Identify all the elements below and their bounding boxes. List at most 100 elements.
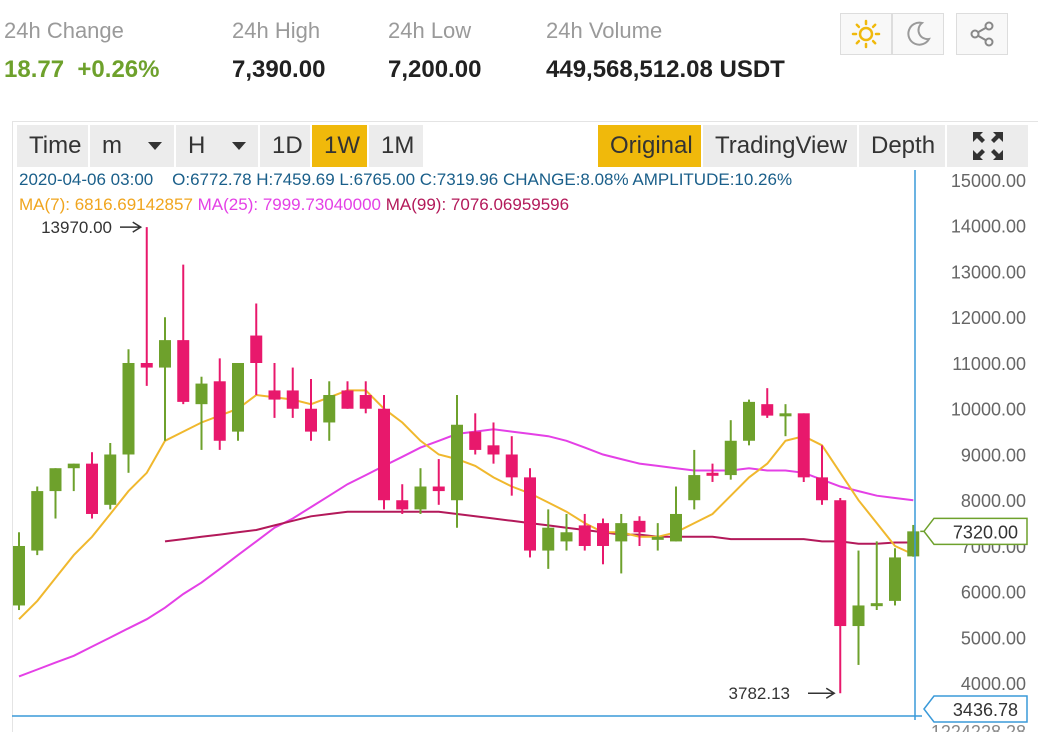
low-label: 24h Low <box>388 18 472 43</box>
candle-body <box>816 477 828 501</box>
candle <box>524 468 536 558</box>
last-price-tag <box>923 517 1028 546</box>
y-tick-label: 12000.00 <box>951 308 1026 328</box>
candle-body <box>505 454 518 478</box>
y-tick-label: 5000.00 <box>961 628 1026 648</box>
moon-icon <box>907 21 931 46</box>
interval-1w-button[interactable]: 1W <box>312 125 367 167</box>
candle <box>13 532 25 611</box>
candle <box>651 523 664 551</box>
candle-body <box>761 404 774 416</box>
candle-body <box>49 468 62 492</box>
candle-body <box>31 491 44 551</box>
candle-body <box>232 362 244 432</box>
candle <box>560 513 573 551</box>
high-label: 24h High <box>232 18 321 43</box>
candle-body <box>396 500 409 510</box>
tradingview-button[interactable]: TradingView <box>703 125 857 167</box>
candle-body <box>779 413 792 417</box>
ma99-line <box>164 510 914 545</box>
theme-dark-button[interactable] <box>892 13 944 55</box>
candle <box>706 463 719 482</box>
candle-body <box>323 395 336 423</box>
candle <box>286 367 299 418</box>
candle-body <box>104 454 117 505</box>
candle <box>724 420 737 480</box>
last-price-label: 7320.00 <box>953 522 1018 542</box>
candle <box>49 468 62 519</box>
interval-1m-button[interactable]: 1M <box>369 125 423 167</box>
change-label: 24h Change <box>4 18 124 43</box>
candle-body <box>213 381 226 441</box>
candle-body <box>305 408 317 432</box>
candle-body <box>560 532 573 542</box>
candle-body <box>250 335 263 363</box>
candle-body <box>907 531 920 557</box>
minute-dropdown[interactable]: m <box>90 125 174 167</box>
candle-body <box>177 340 190 402</box>
candle <box>31 486 44 556</box>
candle-body <box>542 527 555 551</box>
candle-body <box>670 513 682 542</box>
ma7-line <box>18 389 914 620</box>
time-button[interactable]: Time <box>17 125 88 167</box>
candle-body <box>414 486 427 510</box>
volume-axis-label: 1224228.28 <box>931 722 1026 732</box>
candle <box>743 399 755 446</box>
stat-24h-low: 24h Low 7,200.00 <box>388 18 481 84</box>
candle <box>140 227 153 386</box>
max-price-marker: 13970.00 <box>41 218 112 237</box>
candle <box>779 404 792 437</box>
y-tick-label: 13000.00 <box>951 262 1026 282</box>
candle-body <box>615 523 628 542</box>
candle <box>378 395 390 510</box>
candle <box>86 452 98 519</box>
candle <box>305 379 317 441</box>
candle-date: 2020-04-06 03:00 <box>19 170 154 189</box>
share-button[interactable] <box>956 13 1008 55</box>
minute-label: m <box>102 132 122 159</box>
candle <box>67 463 80 492</box>
theme-light-button[interactable] <box>840 13 892 55</box>
candle <box>542 509 555 569</box>
candle <box>250 303 263 396</box>
volume-label: 24h Volume <box>546 18 663 43</box>
candle <box>432 459 445 505</box>
y-tick-label: 8000.00 <box>961 491 1026 511</box>
candle-body <box>469 431 482 450</box>
candle-ohlc: O:6772.78 H:7459.69 L:6765.00 C:7319.96 … <box>172 170 793 189</box>
chevron-down-icon <box>232 142 246 150</box>
candle <box>505 436 518 496</box>
candle-body <box>797 413 810 478</box>
candle-body <box>688 475 701 501</box>
y-tick-label: 6000.00 <box>961 583 1026 603</box>
candle <box>177 264 190 405</box>
candle-body <box>359 395 372 409</box>
candle-body <box>651 536 664 540</box>
candle-body <box>140 362 153 368</box>
candle <box>615 513 628 574</box>
candle <box>597 518 609 565</box>
fullscreen-button[interactable] <box>947 125 1028 167</box>
candle <box>889 548 901 606</box>
candle-body <box>341 390 354 409</box>
candle <box>323 381 336 441</box>
candle-body <box>706 472 719 476</box>
candle <box>359 381 372 414</box>
candle-body <box>451 424 463 501</box>
interval-1d-button[interactable]: 1D <box>260 125 310 167</box>
candle <box>761 388 774 418</box>
hour-label: H <box>188 132 206 159</box>
candle-body <box>870 603 883 607</box>
candle-body <box>86 463 98 514</box>
stat-24h-volume: 24h Volume 449,568,512.08 USDT <box>546 18 785 84</box>
candle-body <box>524 477 536 551</box>
candle <box>469 413 482 455</box>
change-value: 18.77 <box>4 56 65 83</box>
depth-button[interactable]: Depth <box>859 125 945 167</box>
original-view-button[interactable]: Original <box>598 125 701 167</box>
hour-dropdown[interactable]: H <box>176 125 258 167</box>
candle <box>852 550 865 665</box>
chart-frame <box>12 121 1038 732</box>
candle <box>104 443 117 510</box>
